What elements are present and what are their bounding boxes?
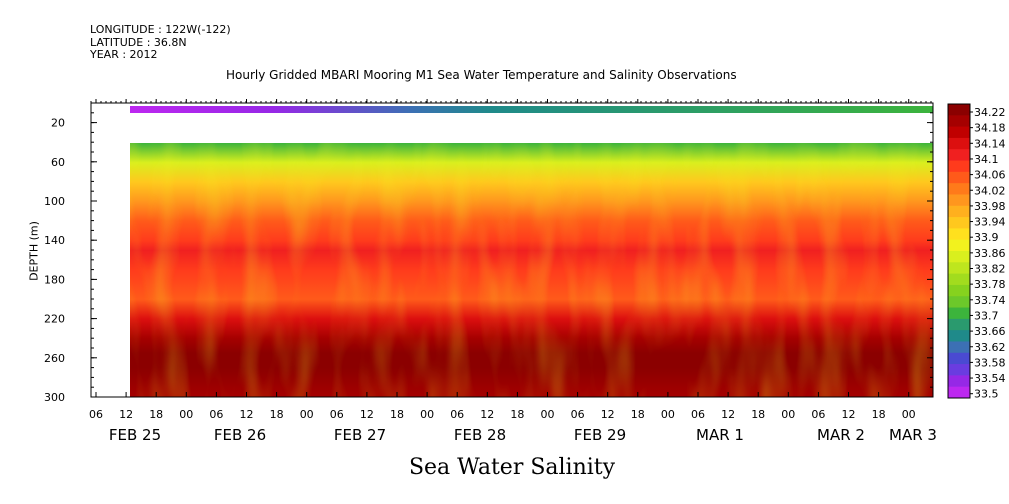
x-hour-label: 18 (149, 408, 163, 421)
colorbar-label: 33.94 (974, 216, 1006, 229)
x-hour-label: 12 (360, 408, 374, 421)
x-hour-label: 00 (420, 408, 434, 421)
x-hour-label: 06 (330, 408, 344, 421)
colorbar-label: 33.82 (974, 263, 1006, 276)
colorbar-label: 33.58 (974, 356, 1006, 369)
x-day-label: FEB 25 (109, 426, 161, 444)
colorbar-swatch (948, 284, 970, 297)
x-day-label: FEB 27 (334, 426, 386, 444)
colorbar-label: 33.66 (974, 325, 1006, 338)
colorbar-label: 33.5 (974, 388, 999, 401)
colorbar-label: 33.74 (974, 294, 1006, 307)
colorbar-swatch (948, 149, 970, 162)
x-day-label: MAR 2 (817, 426, 865, 444)
x-hour-label: 00 (300, 408, 314, 421)
colorbar-swatch (948, 307, 970, 320)
colorbar-swatch (948, 352, 970, 365)
colorbar-label: 33.78 (974, 278, 1006, 291)
colorbar-label: 34.1 (974, 153, 999, 166)
colorbar-swatch (948, 228, 970, 241)
colorbar-label: 33.62 (974, 341, 1006, 354)
colorbar-swatch (948, 171, 970, 184)
colorbar-label: 33.54 (974, 372, 1006, 385)
x-hour-label: 00 (781, 408, 795, 421)
y-tick-label: 140 (44, 234, 65, 247)
x-day-label: FEB 29 (574, 426, 626, 444)
colorbar-frame (947, 103, 971, 399)
x-hour-label: 00 (179, 408, 193, 421)
x-hour-label: 12 (601, 408, 615, 421)
x-hour-label: 00 (902, 408, 916, 421)
y-tick-label: 220 (44, 313, 65, 326)
colorbar-swatch (948, 194, 970, 207)
colorbar-swatch (948, 273, 970, 286)
colorbar-swatch (948, 330, 970, 342)
salinity-field-variability (130, 143, 933, 397)
colorbar-swatch (948, 205, 970, 218)
longitude-label: LONGITUDE : 122W(-122) (90, 23, 231, 36)
y-tick-label: 100 (44, 195, 65, 208)
colorbar-swatch (948, 239, 970, 252)
colorbar-swatch (948, 386, 970, 399)
colorbar-swatch (948, 364, 970, 376)
colorbar-label: 33.86 (974, 247, 1006, 260)
colorbar-label: 34.14 (974, 137, 1006, 150)
location-header: LONGITUDE : 122W(-122) LATITUDE : 36.8N … (90, 23, 231, 62)
colorbar-swatch (948, 126, 970, 139)
x-hour-label: 00 (661, 408, 675, 421)
x-hour-label: 18 (510, 408, 524, 421)
colorbar-swatch (948, 296, 970, 309)
x-hour-label: 12 (842, 408, 856, 421)
x-hour-label: 18 (872, 408, 886, 421)
x-hour-label: 18 (631, 408, 645, 421)
x-day-label: FEB 28 (454, 426, 506, 444)
colorbar-swatch (948, 341, 970, 354)
x-hour-label: 00 (541, 408, 555, 421)
y-tick-label: 20 (51, 117, 65, 130)
y-tick-label: 300 (44, 391, 65, 404)
chart-title: Hourly Gridded MBARI Mooring M1 Sea Wate… (226, 68, 737, 82)
colorbar-swatch (948, 137, 970, 150)
x-hour-label: 06 (89, 408, 103, 421)
x-hour-label: 12 (721, 408, 735, 421)
year-label: YEAR : 2012 (90, 48, 158, 61)
x-hour-label: 06 (811, 408, 825, 421)
colorbar-swatch (948, 160, 970, 173)
colorbar-label: 33.98 (974, 200, 1006, 213)
colorbar-swatch (948, 251, 970, 263)
colorbar-swatch (948, 217, 970, 229)
latitude-label: LATITUDE : 36.8N (90, 35, 187, 49)
colorbar-swatch (948, 375, 970, 388)
x-hour-label: 12 (240, 408, 254, 421)
y-tick-label: 260 (44, 352, 65, 365)
colorbar-label: 34.18 (974, 122, 1006, 135)
x-hour-label: 18 (751, 408, 765, 421)
x-hour-label: 18 (270, 408, 284, 421)
x-hour-label: 12 (480, 408, 494, 421)
colorbar-label: 34.06 (974, 169, 1006, 182)
x-day-label: FEB 26 (214, 426, 266, 444)
x-hour-label: 12 (119, 408, 133, 421)
colorbar-swatch (948, 104, 970, 116)
x-hour-label: 06 (691, 408, 705, 421)
colorbar-label: 33.7 (974, 309, 999, 322)
x-hour-label: 06 (571, 408, 585, 421)
x-hour-label: 06 (450, 408, 464, 421)
colorbar-label: 34.02 (974, 184, 1006, 197)
y-tick-label: 60 (51, 156, 65, 169)
x-axis-label: Sea Water Salinity (408, 455, 616, 480)
colorbar-swatch (948, 183, 970, 195)
y-tick-label: 180 (44, 273, 65, 286)
x-hour-label: 18 (390, 408, 404, 421)
surface-salinity-band (130, 106, 933, 113)
x-day-label: MAR 1 (696, 426, 744, 444)
colorbar-swatch (948, 115, 970, 128)
colorbar-swatch (948, 318, 970, 331)
colorbar-label: 34.22 (974, 106, 1006, 119)
colorbar-label: 33.9 (974, 231, 999, 244)
x-day-label: MAR 3 (889, 426, 937, 444)
x-hour-label: 06 (209, 408, 223, 421)
colorbar-swatch (948, 262, 970, 275)
